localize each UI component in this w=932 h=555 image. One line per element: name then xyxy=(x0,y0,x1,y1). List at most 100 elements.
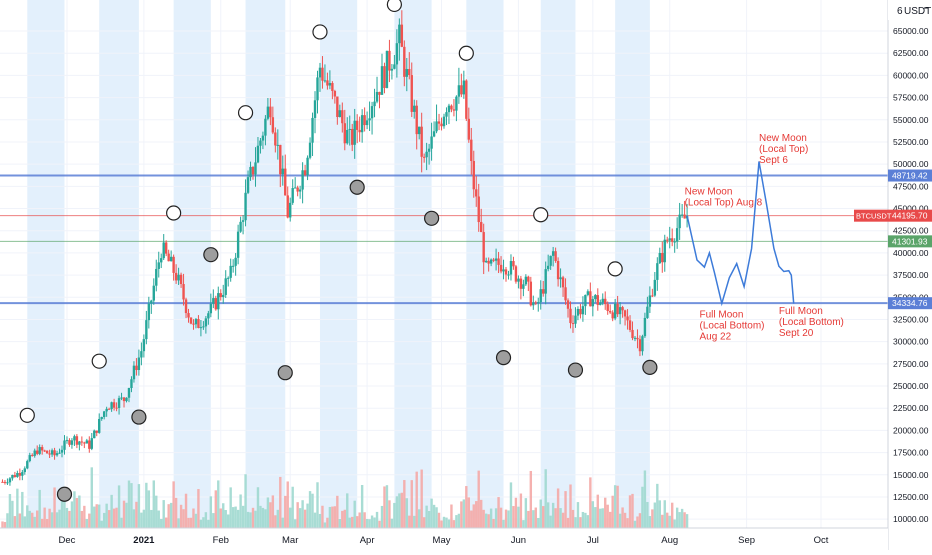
volume-bar xyxy=(534,507,537,528)
candle-body xyxy=(532,302,535,306)
volume-bar xyxy=(425,505,428,528)
candle-body xyxy=(529,281,533,306)
candle-body xyxy=(440,123,443,127)
volume-bar xyxy=(231,507,235,528)
candle-body xyxy=(581,306,585,315)
candle-body xyxy=(269,106,272,118)
candle-body xyxy=(48,453,51,455)
candle-body xyxy=(559,277,562,280)
annotation-line: Sept 20 xyxy=(779,328,814,339)
volume-bar xyxy=(472,504,475,528)
price-line-value: 48719.42 xyxy=(892,171,928,181)
annotation-label: New Moon (Local Top) Aug 8 xyxy=(685,186,763,208)
volume-bar xyxy=(432,504,436,528)
volume-bar xyxy=(437,512,441,528)
candle-body xyxy=(219,293,222,298)
candle-body xyxy=(162,242,165,259)
candle-body xyxy=(152,285,155,301)
full-moon-marker xyxy=(642,359,658,375)
volume-bar xyxy=(172,481,175,528)
volume-bar xyxy=(373,517,376,528)
volume-bar xyxy=(132,509,136,528)
candle-body xyxy=(666,239,669,241)
volume-bar xyxy=(611,495,614,528)
annotation-label: New Moon (Local Top) Sept 6 xyxy=(759,133,808,166)
volume-bar xyxy=(470,510,473,528)
candle-body xyxy=(455,96,458,111)
candle-body xyxy=(472,160,475,190)
volume-bar xyxy=(556,488,560,528)
volume-bar xyxy=(135,501,138,528)
volume-bar xyxy=(115,507,118,528)
volume-bar xyxy=(33,516,36,528)
candle-body xyxy=(653,279,657,296)
candle-body xyxy=(105,408,108,412)
volume-bar xyxy=(633,520,637,528)
volume-bar xyxy=(651,509,654,528)
candle-body xyxy=(281,168,284,175)
candle-body xyxy=(618,307,622,315)
price-axis[interactable]: 10000.00 12500.00 15000.00 17500.00 20000.00… xyxy=(854,0,932,550)
candle-body xyxy=(678,214,681,229)
price-tick-label: 15000.00 xyxy=(893,470,929,480)
candle-body xyxy=(239,221,242,232)
volume-bar xyxy=(1,521,4,528)
candle-body xyxy=(683,214,686,219)
volume-bar xyxy=(596,494,599,528)
volume-bar xyxy=(157,510,160,528)
candle-body xyxy=(75,436,79,445)
volume-bar xyxy=(296,502,299,528)
volume-bar xyxy=(18,513,22,528)
candle-body xyxy=(452,109,456,111)
time-axis[interactable]: Dec 2021 Feb Mar Apr May Jun Jul Aug Sep Oct xyxy=(0,527,888,550)
volume-bar xyxy=(360,485,364,528)
candle-body xyxy=(306,157,309,176)
candle-body xyxy=(259,140,262,146)
candle-body xyxy=(23,468,27,473)
volume-bar xyxy=(576,502,580,528)
candle-body xyxy=(254,162,257,175)
volume-bar xyxy=(229,487,232,528)
full-moon-marker xyxy=(349,179,365,195)
candle-body xyxy=(85,440,89,444)
volume-bar xyxy=(512,506,515,528)
volume-bar xyxy=(90,467,93,528)
candle-body xyxy=(527,276,530,282)
candle-body xyxy=(78,441,81,445)
candle-body xyxy=(298,189,302,192)
volume-bar xyxy=(187,517,190,528)
volume-bar xyxy=(527,510,530,528)
grid xyxy=(0,0,888,528)
volume-bar xyxy=(631,493,634,528)
volume-bar xyxy=(160,518,163,528)
candle-body xyxy=(395,43,399,65)
projection-line xyxy=(686,161,795,307)
volume-bar xyxy=(564,491,567,528)
candle-body xyxy=(222,294,225,298)
volume-bar xyxy=(23,516,27,528)
volume-bar xyxy=(209,496,213,528)
candle-body xyxy=(430,136,433,149)
candle-body xyxy=(621,307,624,311)
candle-body xyxy=(38,447,41,454)
new-moon-marker xyxy=(533,207,549,223)
candle-body xyxy=(115,407,118,409)
volume-bar xyxy=(249,512,252,528)
candle-body xyxy=(117,398,121,409)
annotation-line: Full Moon xyxy=(699,310,743,321)
volume-bar xyxy=(519,493,523,528)
volume-bar xyxy=(169,502,173,528)
candle-body xyxy=(415,105,418,135)
volume-bar xyxy=(524,498,528,528)
volume-bar xyxy=(398,493,401,528)
volume-bar xyxy=(544,469,547,528)
annotation-line: Full Moon xyxy=(779,306,823,317)
candle-body xyxy=(343,123,346,144)
volume-bar xyxy=(417,509,421,528)
volume-bar xyxy=(217,480,220,528)
volume-bar xyxy=(410,480,413,528)
volume-bar xyxy=(293,519,297,528)
candle-body xyxy=(155,268,158,286)
volume-bar xyxy=(561,512,565,528)
